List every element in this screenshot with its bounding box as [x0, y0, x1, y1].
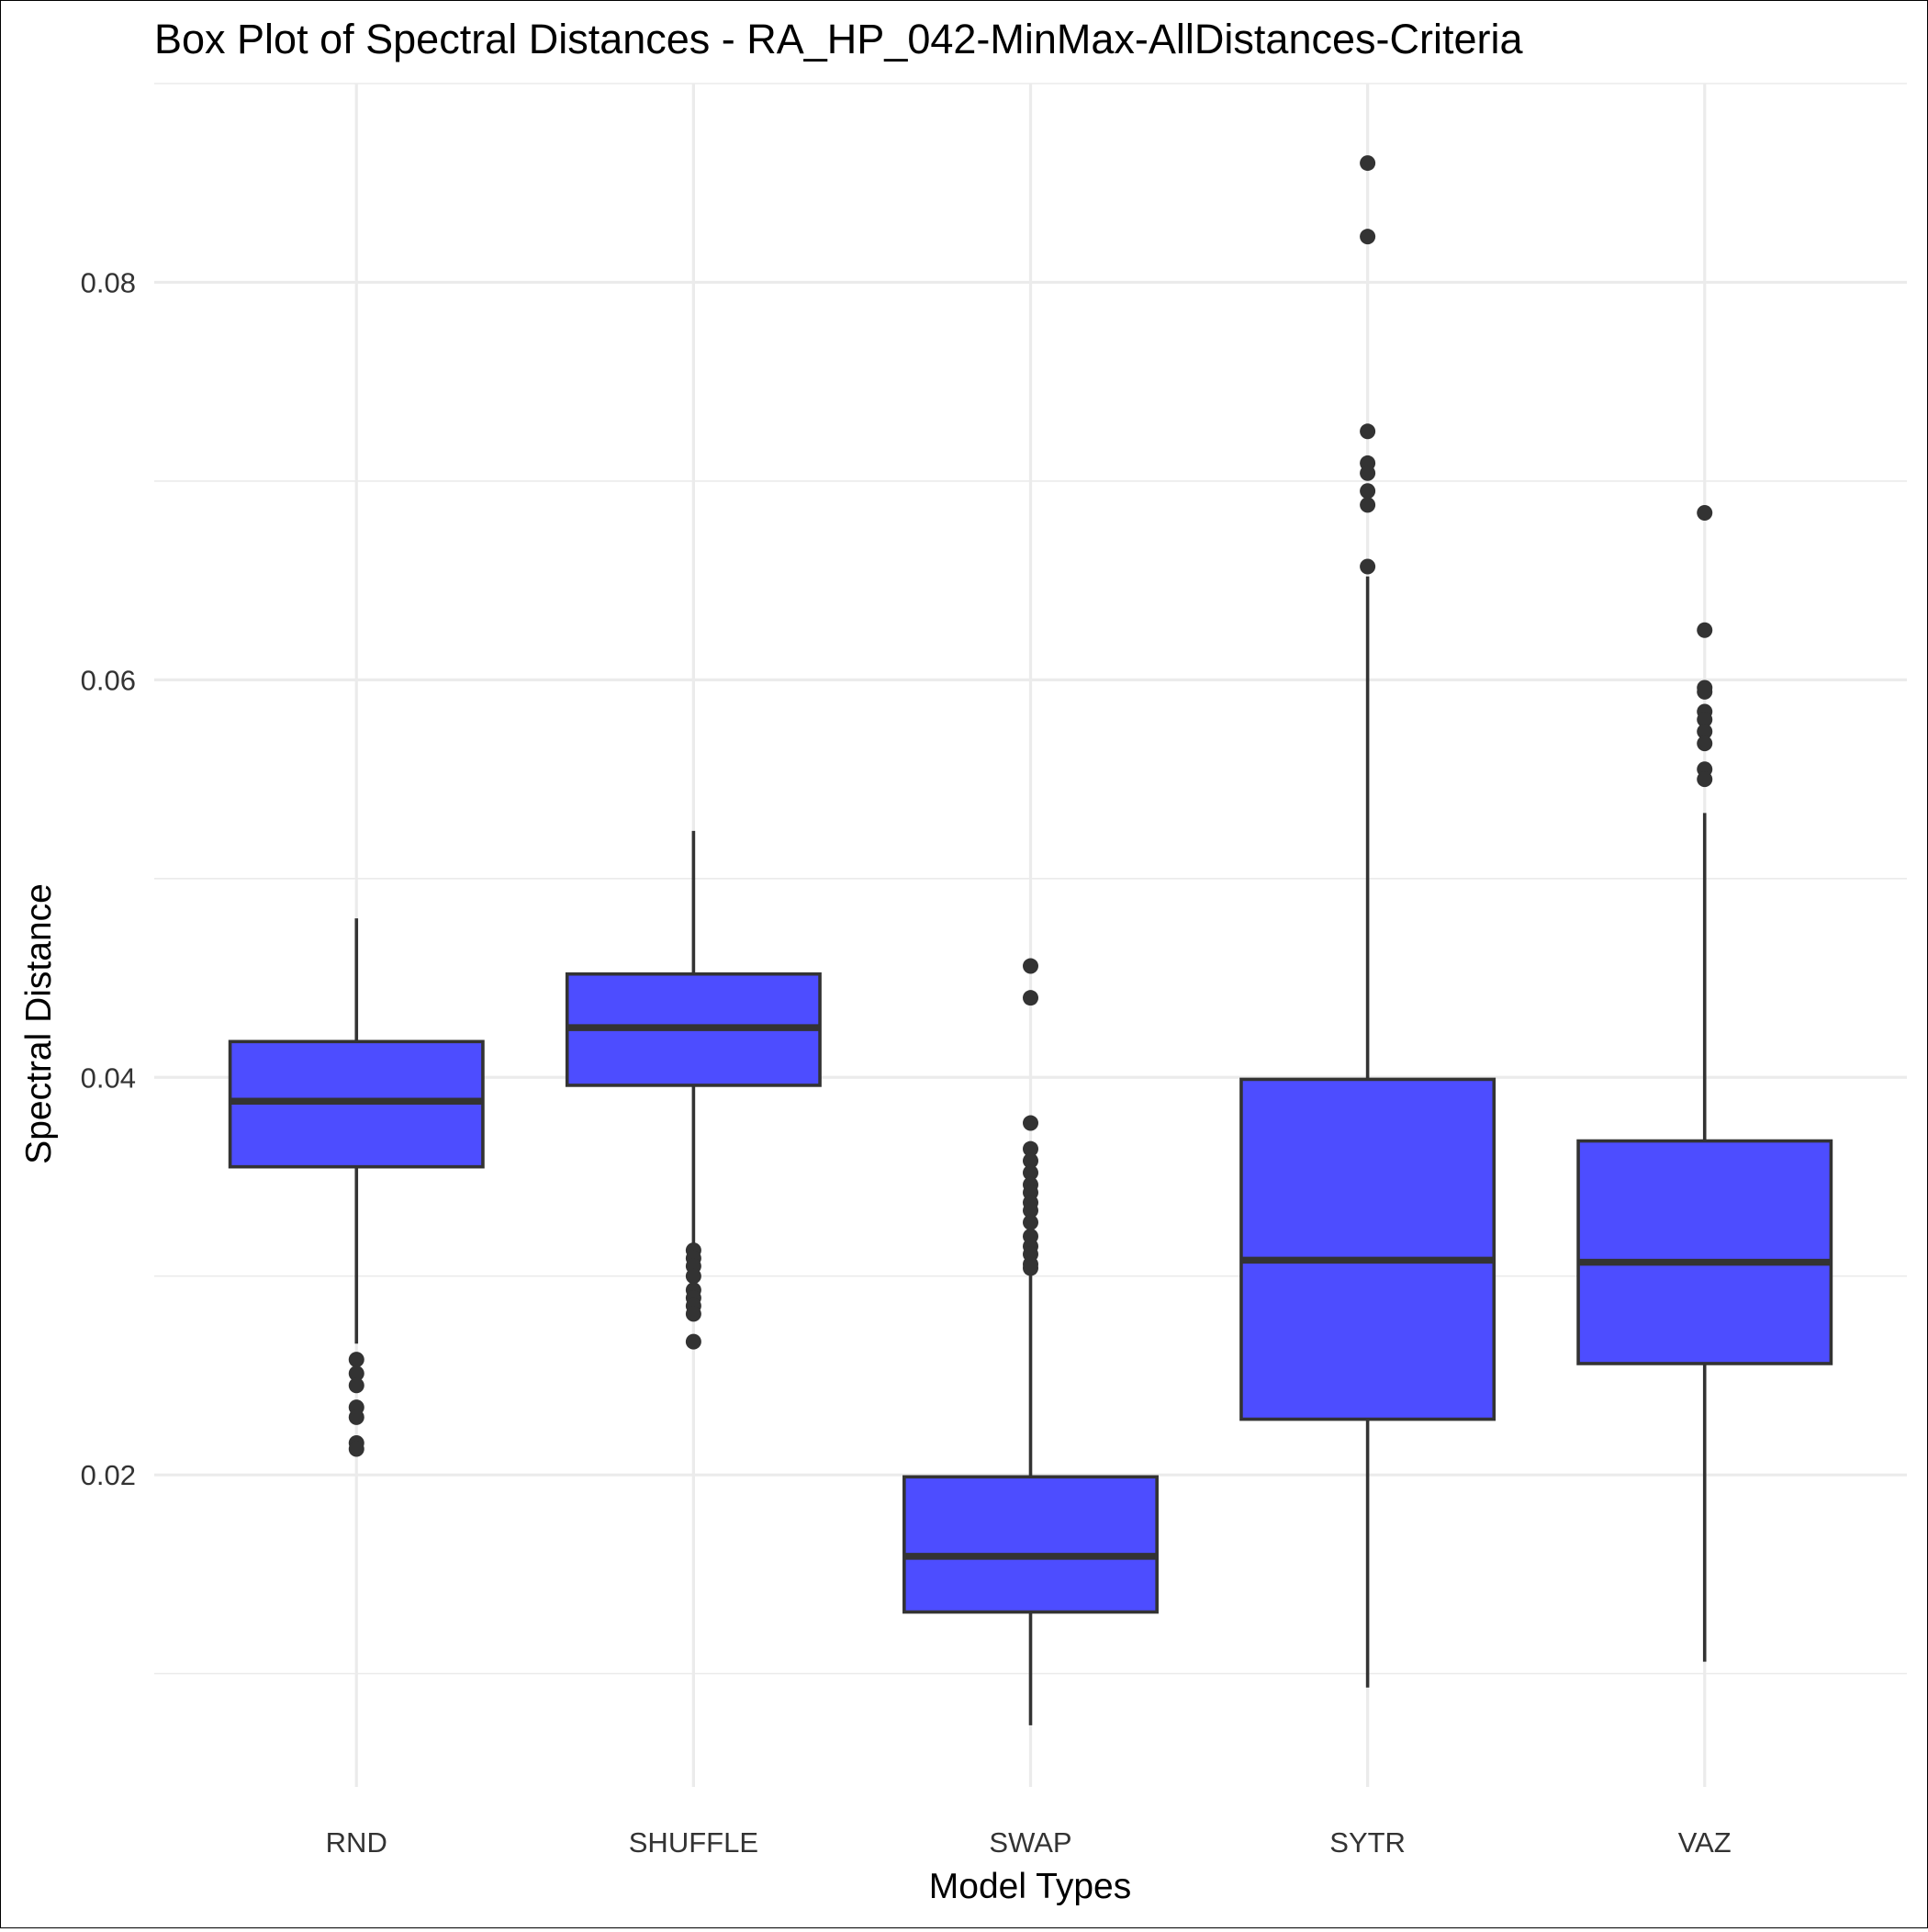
x-tick-label: VAZ: [1678, 1826, 1732, 1859]
label-layer: 0.02 0.04 0.06 0.08 RND SHUFFLE SWAP SYTR VAZ: [81, 266, 1732, 1859]
outlier-point: [348, 1352, 364, 1368]
outlier-point: [1023, 1164, 1038, 1181]
outlier-point: [1360, 483, 1376, 500]
outlier-point: [348, 1365, 364, 1382]
outlier-point: [1360, 465, 1376, 481]
outlier-point: [1023, 1152, 1038, 1169]
box-group-shuffle: [565, 830, 822, 1350]
outlier-point: [1697, 771, 1713, 788]
box-layer: [228, 155, 1833, 1725]
x-axis-title: Model Types: [929, 1867, 1131, 1906]
iqr-box: [902, 1475, 1159, 1614]
outlier-point: [685, 1306, 701, 1322]
outlier-point: [1023, 1140, 1038, 1157]
outlier-point: [1697, 683, 1713, 700]
chart-title: Box Plot of Spectral Distances - RA_HP_0…: [154, 16, 1523, 62]
box-group-vaz: [1576, 505, 1833, 1662]
outlier-point: [685, 1333, 701, 1350]
outlier-point: [1360, 155, 1376, 172]
outlier-point: [1360, 497, 1376, 513]
outlier-point: [1697, 622, 1713, 638]
x-tick-label: RND: [326, 1826, 387, 1859]
x-tick-label: SYTR: [1329, 1826, 1406, 1859]
y-tick-label: 0.04: [81, 1061, 136, 1094]
outlier-point: [1023, 1214, 1038, 1230]
x-tick-label: SHUFFLE: [629, 1826, 758, 1859]
outlier-point: [1023, 1115, 1038, 1131]
outlier-point: [348, 1377, 364, 1394]
y-tick-label: 0.08: [81, 266, 136, 298]
outlier-point: [1360, 229, 1376, 245]
x-tick-label: SWAP: [989, 1826, 1071, 1859]
outlier-point: [1023, 1260, 1038, 1276]
iqr-box: [1576, 1139, 1833, 1365]
outlier-point: [348, 1409, 364, 1425]
y-axis-title: Spectral Distance: [19, 883, 59, 1164]
outlier-point: [685, 1268, 701, 1285]
outlier-point: [1360, 423, 1376, 440]
outlier-point: [1697, 712, 1713, 728]
box-group-rnd: [228, 918, 485, 1457]
outlier-point: [1360, 558, 1376, 575]
outlier-point: [1023, 990, 1038, 1006]
outlier-point: [1023, 958, 1038, 974]
y-tick-label: 0.06: [81, 664, 136, 696]
outlier-point: [1697, 724, 1713, 740]
box-group-swap: [902, 958, 1159, 1725]
y-tick-label: 0.02: [81, 1459, 136, 1491]
outlier-point: [1697, 736, 1713, 752]
outlier-point: [1023, 1202, 1038, 1219]
iqr-box: [1239, 1077, 1496, 1421]
outlier-point: [1697, 505, 1713, 522]
outlier-point: [348, 1441, 364, 1457]
box-group-sytr: [1239, 155, 1496, 1688]
